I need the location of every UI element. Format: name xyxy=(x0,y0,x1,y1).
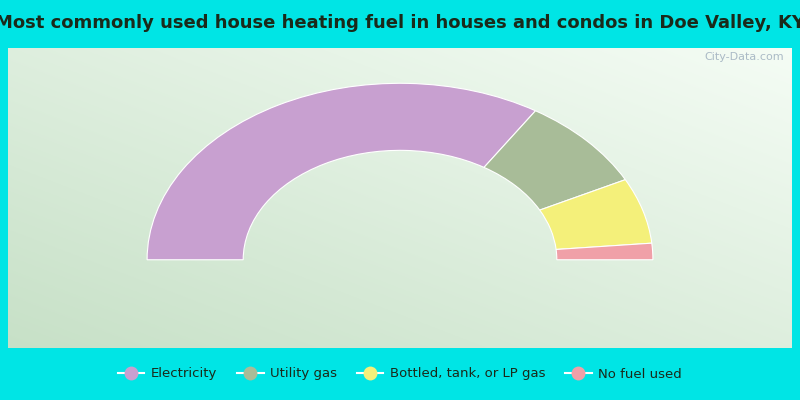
Wedge shape xyxy=(540,180,652,250)
Wedge shape xyxy=(556,243,653,260)
Wedge shape xyxy=(147,83,535,260)
Text: Most commonly used house heating fuel in houses and condos in Doe Valley, KY: Most commonly used house heating fuel in… xyxy=(0,14,800,32)
Text: City-Data.com: City-Data.com xyxy=(705,52,785,62)
Wedge shape xyxy=(484,111,626,210)
Legend: Electricity, Utility gas, Bottled, tank, or LP gas, No fuel used: Electricity, Utility gas, Bottled, tank,… xyxy=(113,362,687,386)
